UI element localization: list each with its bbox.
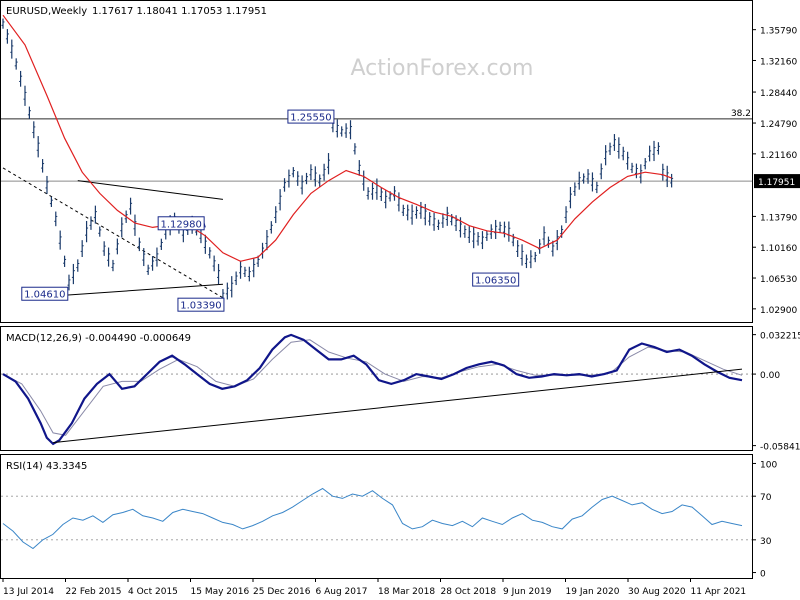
price-annotation-box (21, 286, 69, 301)
macd-header: MACD(12,26,9) -0.004490 -0.000649 (6, 333, 191, 344)
x-tick-label: 15 May 2016 (191, 587, 250, 597)
rsi-panel-frame (0, 454, 753, 579)
rsi-y-tick-label: 0 (760, 570, 766, 580)
price-annotation-box (157, 216, 205, 231)
x-tick-label: 30 Aug 2020 (628, 587, 686, 597)
price-layer: 38.2 1.04610 1.12980 1.03390 1.25550 1.06350 (1, 14, 752, 312)
x-tick-label: 11 Apr 2021 (691, 587, 747, 597)
price-y-tick-label: 1.28440 (760, 89, 797, 99)
rsi-line (2, 487, 743, 550)
x-tick-label: 22 Feb 2015 (66, 587, 122, 597)
retracement-label: 38.2 (731, 109, 751, 119)
price-header-ohlc: 1.17617 1.18041 1.17053 1.17951 (92, 6, 267, 17)
trend-line (77, 180, 224, 200)
price-y-tick-label: 1.32160 (760, 57, 797, 67)
trend-line (64, 283, 223, 296)
price-y-tick-label: 1.35790 (760, 27, 797, 37)
price-y-tick-label: 1.24790 (760, 120, 797, 130)
macd-y-tick-label: 0.00 (760, 371, 780, 381)
macd-trend-line (53, 368, 743, 444)
current-price-label: 1.17951 (758, 178, 795, 188)
x-tick-label: 9 Jun 2019 (503, 587, 552, 597)
price-panel-frame (0, 0, 753, 323)
price-y-tick-label: 1.13790 (760, 213, 797, 223)
moving-average-line (2, 14, 672, 262)
axis-layer: 1.35790 1.32160 1.28440 1.24790 1.21160 1.137… (2, 27, 800, 597)
price-y-tick-label: 1.21160 (760, 151, 797, 161)
price-header-symbol: EURUSD,Weekly (6, 6, 87, 17)
rsi-y-tick-label: 30 (760, 537, 772, 547)
x-tick-label: 28 Oct 2018 (441, 587, 497, 597)
price-annotation-label: 1.03390 (180, 301, 221, 312)
macd-y-tick-label: 0.032215 (760, 332, 800, 342)
rsi-layer (1, 487, 752, 550)
macd-line (2, 333, 743, 446)
price-annotation-label: 1.04610 (24, 290, 65, 301)
rsi-header: RSI(14) 43.3345 (6, 461, 87, 472)
x-tick-label: 18 Mar 2018 (378, 587, 435, 597)
x-tick-label: 19 Jan 2020 (566, 587, 620, 597)
price-annotation-box (177, 297, 225, 312)
macd-y-tick-label: -0.058413 (760, 443, 800, 453)
rsi-y-tick-label: 70 (760, 493, 772, 503)
price-y-tick-label: 1.02900 (760, 306, 797, 316)
rsi-y-tick-label: 100 (760, 460, 777, 470)
price-y-tick-label: 1.10160 (760, 244, 797, 254)
price-annotation-label: 1.06350 (475, 276, 516, 287)
macd-layer (1, 333, 752, 446)
current-price-box (754, 174, 800, 189)
price-annotation-label: 1.12980 (160, 219, 201, 230)
trend-line (2, 167, 224, 299)
x-tick-label: 13 Jul 2014 (3, 587, 54, 597)
price-annotation-label: 1.25550 (290, 113, 331, 124)
x-tick-label: 4 Oct 2015 (128, 587, 178, 597)
price-y-tick-label: 1.06530 (760, 275, 797, 285)
x-tick-label: 6 Aug 2017 (316, 587, 368, 597)
price-annotation-box (472, 272, 520, 287)
x-tick-label: 25 Dec 2016 (253, 587, 311, 597)
price-annotation-box (287, 109, 335, 124)
watermark: ActionForex.com (351, 56, 534, 81)
